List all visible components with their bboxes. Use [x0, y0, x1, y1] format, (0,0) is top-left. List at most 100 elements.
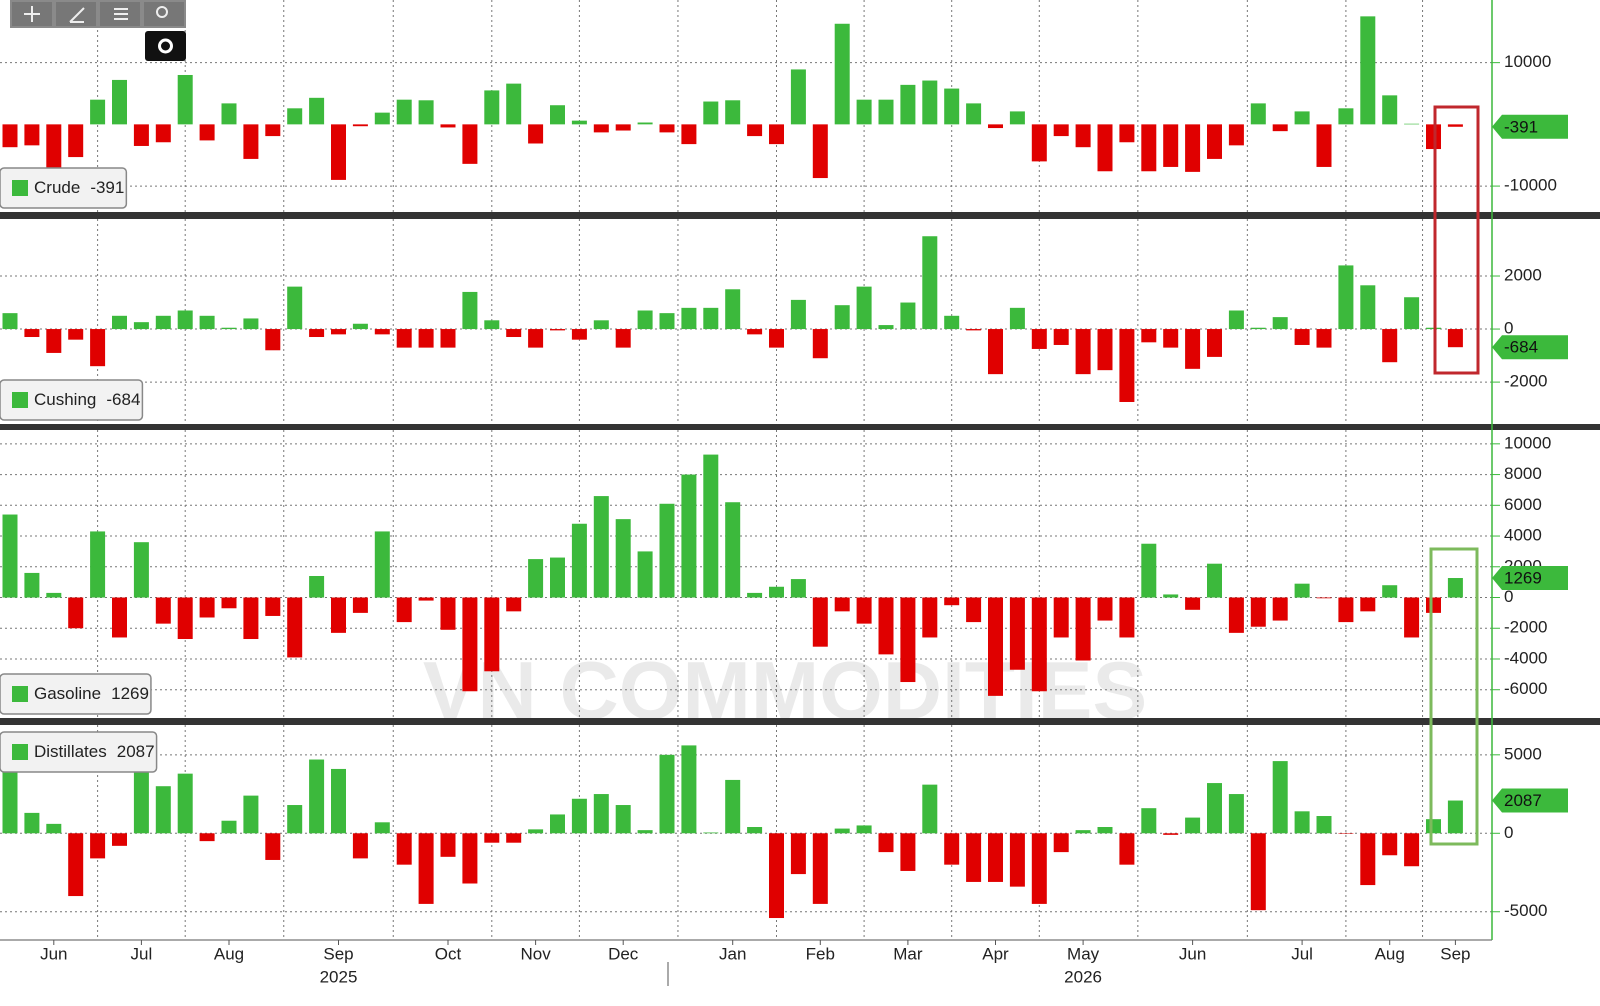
bar: [68, 124, 84, 158]
bar: [966, 329, 982, 331]
bar: [1163, 594, 1179, 598]
bar: [528, 829, 544, 834]
x-tick-label: Jun: [40, 944, 67, 963]
bar: [550, 329, 565, 331]
bar: [834, 828, 850, 834]
x-tick-label: Aug: [1375, 944, 1405, 963]
bar: [856, 597, 872, 624]
bar: [309, 759, 325, 834]
legend-swatch: [12, 744, 28, 760]
bar: [440, 833, 456, 857]
bar: [812, 597, 828, 647]
bar: [1338, 108, 1354, 125]
bar: [769, 833, 784, 919]
zoom-button[interactable]: [144, 2, 184, 26]
bar: [243, 795, 259, 834]
bar: [703, 454, 719, 598]
bar: [1316, 597, 1332, 599]
highlight-box: [1433, 105, 1480, 375]
bar: [593, 320, 609, 330]
bar: [418, 329, 434, 348]
bar: [2, 313, 18, 330]
x-tick-label: Sep: [1440, 944, 1470, 963]
bar: [615, 805, 631, 834]
bar: [988, 124, 1003, 129]
legend-label: Gasoline 1269: [34, 684, 149, 703]
settings-button[interactable]: [145, 31, 186, 61]
bar: [878, 99, 894, 125]
bar: [528, 559, 544, 598]
x-tick-label: Feb: [806, 944, 835, 963]
bar: [331, 597, 346, 633]
bar: [834, 597, 850, 612]
bar: [1294, 811, 1310, 834]
bar: [374, 112, 390, 125]
legend-box: [0, 167, 128, 209]
bar: [769, 124, 784, 145]
bar: [1338, 265, 1354, 330]
bar: [1097, 329, 1113, 371]
bar: [550, 557, 565, 598]
bar: [637, 310, 653, 330]
bar: [112, 833, 127, 846]
bar: [1075, 124, 1091, 148]
bar: [681, 474, 697, 598]
last-value-tag: [1492, 566, 1568, 591]
bar: [550, 105, 565, 125]
bar: [221, 103, 237, 125]
bar: [856, 825, 872, 834]
bar: [462, 124, 478, 164]
bar: [769, 586, 784, 598]
bar: [177, 310, 193, 330]
bar: [1207, 329, 1222, 357]
bar: [1097, 597, 1113, 621]
bar: [1382, 585, 1398, 598]
bar: [462, 291, 478, 330]
legend-name: Distillates: [34, 742, 107, 761]
bar: [966, 833, 982, 882]
bar: [1404, 597, 1420, 638]
bar: [1316, 816, 1332, 834]
bar: [418, 833, 434, 904]
bar: [331, 124, 346, 180]
bar: [659, 124, 675, 133]
bar: [177, 597, 193, 640]
bar: [374, 531, 390, 598]
bar: [90, 833, 106, 859]
bar: [440, 329, 456, 348]
bar: [878, 833, 894, 853]
bar: [1272, 761, 1288, 834]
bar: [769, 329, 784, 348]
bar: [1272, 317, 1288, 330]
bar: [790, 299, 806, 330]
bar: [747, 827, 763, 834]
bar: [1119, 329, 1135, 402]
bar: [177, 773, 193, 834]
y-tick-label: 0: [1504, 823, 1513, 842]
bar: [484, 90, 500, 125]
bar: [1382, 95, 1398, 125]
bar: [1272, 597, 1288, 621]
bar: [265, 124, 281, 137]
bar: [1207, 563, 1222, 598]
bar: [1097, 827, 1113, 834]
bar: [988, 329, 1003, 375]
bar: [1185, 124, 1201, 172]
bar: [331, 329, 346, 335]
bar: [1075, 830, 1091, 834]
legend-name: Crude: [34, 178, 80, 197]
bar: [2, 514, 18, 598]
bar: [615, 124, 631, 131]
legend-value: -391: [90, 178, 124, 197]
bar: [484, 320, 500, 330]
legend-box: [0, 673, 152, 715]
bar: [571, 798, 587, 834]
y-tick-label: 5000: [1504, 744, 1542, 763]
bar: [1447, 578, 1463, 598]
bar: [2, 124, 18, 148]
bar: [287, 286, 303, 330]
y-tick-label: -6000: [1504, 679, 1547, 698]
bar: [1360, 285, 1376, 330]
y-tick-label: -10000: [1504, 176, 1557, 195]
